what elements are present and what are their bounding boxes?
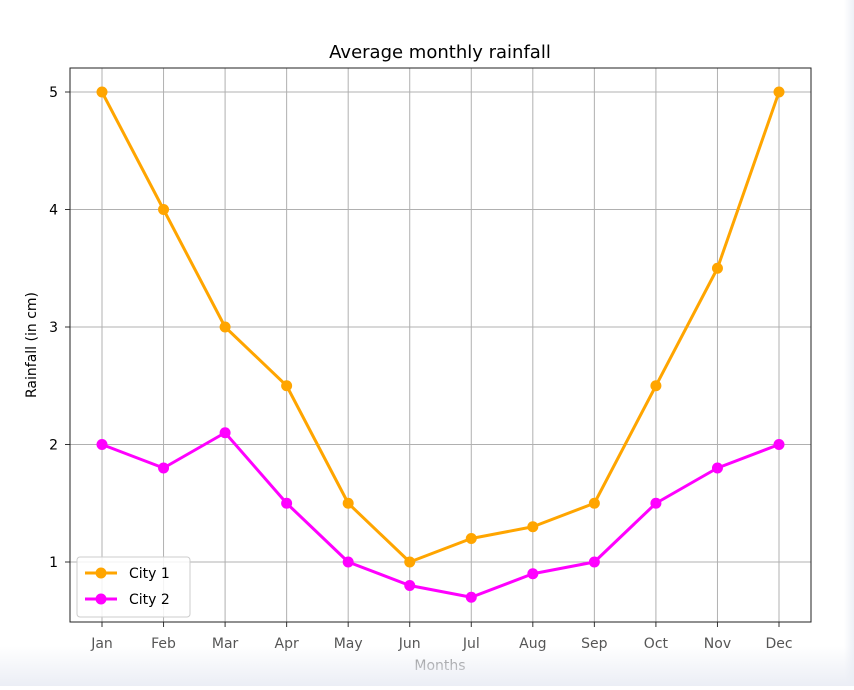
data-point-city-1 [96, 86, 108, 98]
x-axis-label: Months [414, 658, 465, 674]
y-axis-label: Rainfall (in cm) [24, 292, 40, 398]
legend-label: City 2 [129, 592, 170, 608]
data-point-city-2 [588, 556, 600, 568]
data-point-city-2 [773, 439, 785, 450]
y-tick-label: 2 [49, 438, 58, 454]
x-tick-label: Nov [704, 636, 731, 652]
legend-label: City 1 [129, 566, 170, 582]
data-point-city-1 [465, 533, 477, 544]
data-point-city-2 [281, 497, 293, 509]
data-point-city-2 [219, 427, 231, 439]
x-tick-label: Sep [581, 636, 608, 652]
x-tick-label: Dec [765, 636, 792, 652]
data-point-city-2 [650, 497, 662, 509]
y-tick-label: 1 [49, 555, 58, 571]
x-tick-label: Jun [398, 636, 421, 652]
data-point-city-1 [711, 262, 723, 274]
data-point-city-2 [465, 591, 477, 603]
x-tick-label: Aug [519, 636, 546, 652]
data-point-city-1 [650, 380, 662, 392]
series-lines [96, 86, 785, 603]
x-tick-label: Apr [275, 636, 299, 652]
legend-marker [95, 593, 107, 605]
axes [65, 67, 812, 627]
data-point-city-2 [527, 568, 539, 580]
x-tick-label: Mar [212, 636, 239, 652]
data-point-city-2 [158, 462, 170, 474]
x-tick-label: Jul [462, 636, 480, 652]
data-point-city-2 [404, 580, 416, 591]
data-point-city-1 [342, 497, 354, 509]
data-point-city-1 [527, 521, 539, 533]
series-line-city-2 [101, 431, 780, 599]
legend: City 1 City 2 [76, 556, 191, 618]
y-tick-label: 3 [49, 320, 58, 336]
data-point-city-1 [773, 86, 785, 98]
x-tick-label: Feb [151, 636, 176, 652]
chart-title: Average monthly rainfall [329, 42, 551, 63]
y-tick-label: 5 [49, 85, 58, 101]
data-point-city-1 [588, 497, 600, 509]
series-line-city-1 [100, 91, 781, 564]
x-tick-label: Jan [90, 636, 113, 652]
data-point-city-1 [158, 204, 170, 215]
grid [70, 68, 811, 622]
data-point-city-2 [711, 462, 723, 474]
legend-marker [95, 567, 107, 579]
data-point-city-2 [342, 556, 354, 568]
data-point-city-2 [96, 439, 108, 450]
x-tick-label: Oct [644, 636, 669, 652]
x-tick-label: May [334, 636, 363, 652]
y-tick-label: 4 [49, 203, 58, 219]
data-point-city-1 [404, 556, 416, 568]
data-point-city-1 [281, 380, 293, 392]
plot-frame [69, 67, 812, 623]
data-point-city-1 [219, 321, 231, 333]
